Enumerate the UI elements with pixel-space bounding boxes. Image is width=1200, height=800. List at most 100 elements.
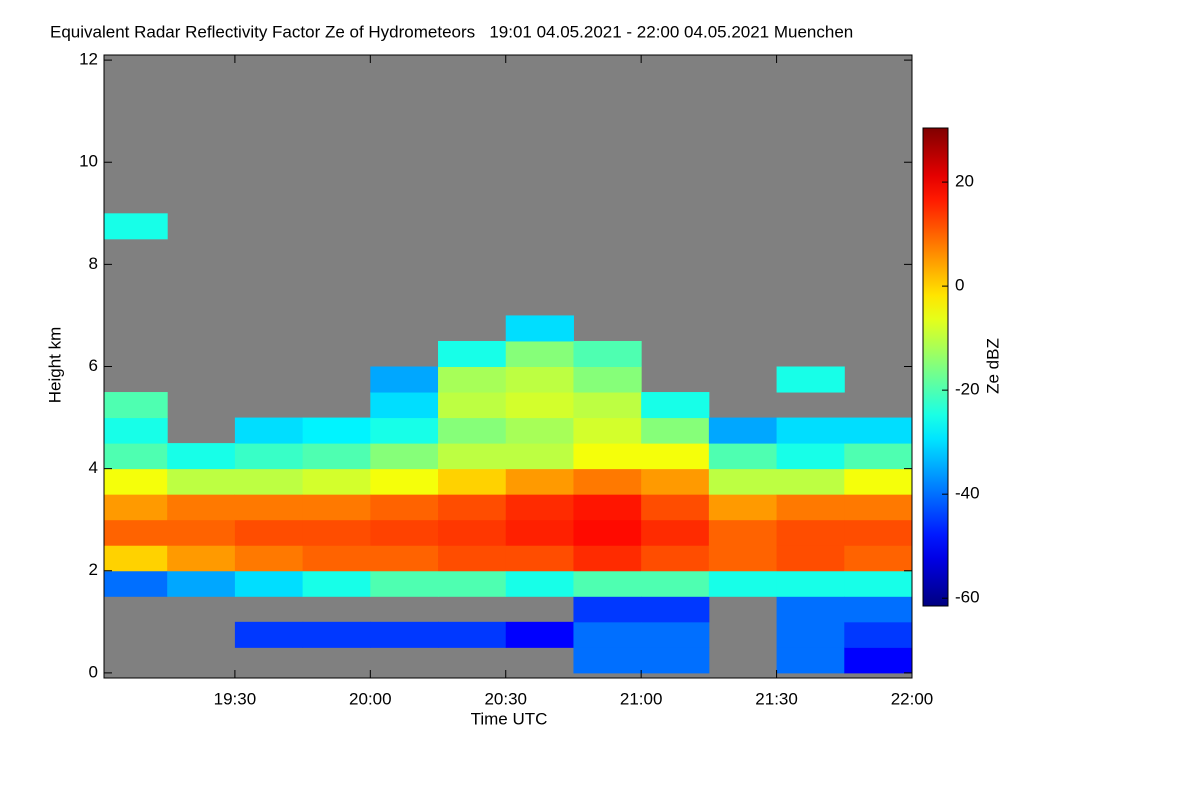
cell [370, 468, 439, 495]
colorbar-tick-label: -20 [955, 380, 980, 399]
cell [641, 519, 710, 546]
cell [641, 443, 710, 470]
cell [370, 570, 439, 597]
x-tick-label: 21:30 [755, 689, 798, 708]
cell [302, 443, 371, 470]
cell [505, 494, 574, 521]
y-tick-label: 6 [89, 356, 98, 375]
cell [776, 596, 845, 623]
cell [234, 570, 304, 597]
y-tick-label: 12 [79, 50, 98, 69]
cell [234, 494, 304, 521]
cell [104, 213, 168, 240]
x-tick-label: 20:00 [349, 689, 392, 708]
cell [641, 570, 710, 597]
y-tick-label: 8 [89, 254, 98, 273]
cell [438, 545, 507, 572]
cell [505, 443, 574, 470]
cell [302, 519, 371, 546]
cell [776, 468, 845, 495]
colorbar-label: Ze dBZ [983, 338, 1002, 394]
cell [573, 647, 642, 674]
cell [302, 621, 371, 648]
cell [641, 392, 710, 419]
cell [438, 366, 507, 393]
cell [776, 570, 845, 597]
cell [370, 443, 439, 470]
cell [104, 443, 168, 470]
cell [370, 366, 439, 393]
cell [708, 519, 778, 546]
cell [438, 570, 507, 597]
x-tick-label: 21:00 [620, 689, 663, 708]
y-axis-label: Height km [45, 327, 64, 404]
cell [104, 519, 168, 546]
cell [234, 468, 304, 495]
cell [370, 621, 439, 648]
cell [641, 468, 710, 495]
cell [708, 545, 778, 572]
cell [708, 570, 778, 597]
cell [370, 494, 439, 521]
cell [776, 494, 845, 521]
x-tick-label: 20:30 [484, 689, 527, 708]
cell [302, 494, 371, 521]
cell [167, 468, 236, 495]
cell [505, 621, 574, 648]
cell [708, 443, 778, 470]
cell [370, 417, 439, 444]
cell [641, 417, 710, 444]
cell [438, 417, 507, 444]
cell [776, 519, 845, 546]
cell [708, 468, 778, 495]
cell [370, 392, 439, 419]
cell [167, 545, 236, 572]
cell [302, 417, 371, 444]
cell [641, 545, 710, 572]
cell [167, 494, 236, 521]
colorbar-tick-label: 0 [955, 276, 964, 295]
cell [104, 417, 168, 444]
x-tick-label: 19:30 [214, 689, 257, 708]
cell [167, 570, 236, 597]
y-tick-label: 0 [89, 662, 98, 681]
cell [302, 468, 371, 495]
cell [438, 392, 507, 419]
x-axis-label: Time UTC [471, 709, 548, 728]
cell [776, 621, 845, 648]
colorbar-tick-label: -60 [955, 588, 980, 607]
cell [573, 519, 642, 546]
cell [708, 417, 778, 444]
cell [104, 545, 168, 572]
x-tick-label: 22:00 [891, 689, 934, 708]
cell [573, 596, 642, 623]
cell [302, 545, 371, 572]
cell [505, 315, 574, 342]
cell [573, 417, 642, 444]
cell [776, 366, 845, 393]
cell [104, 392, 168, 419]
cell [438, 519, 507, 546]
cell [573, 545, 642, 572]
cell [234, 443, 304, 470]
cell [234, 621, 304, 648]
cell [505, 366, 574, 393]
colorbar-tick-label: 20 [955, 172, 974, 191]
cell [573, 468, 642, 495]
cell [776, 647, 845, 674]
cell [438, 468, 507, 495]
cell [505, 417, 574, 444]
cell [104, 494, 168, 521]
cell [234, 545, 304, 572]
cell [844, 468, 912, 495]
cell [844, 417, 912, 444]
cell [505, 392, 574, 419]
cell [505, 545, 574, 572]
cell [573, 494, 642, 521]
cell [641, 647, 710, 674]
y-tick-label: 4 [89, 458, 98, 477]
cell [505, 468, 574, 495]
cell [505, 570, 574, 597]
